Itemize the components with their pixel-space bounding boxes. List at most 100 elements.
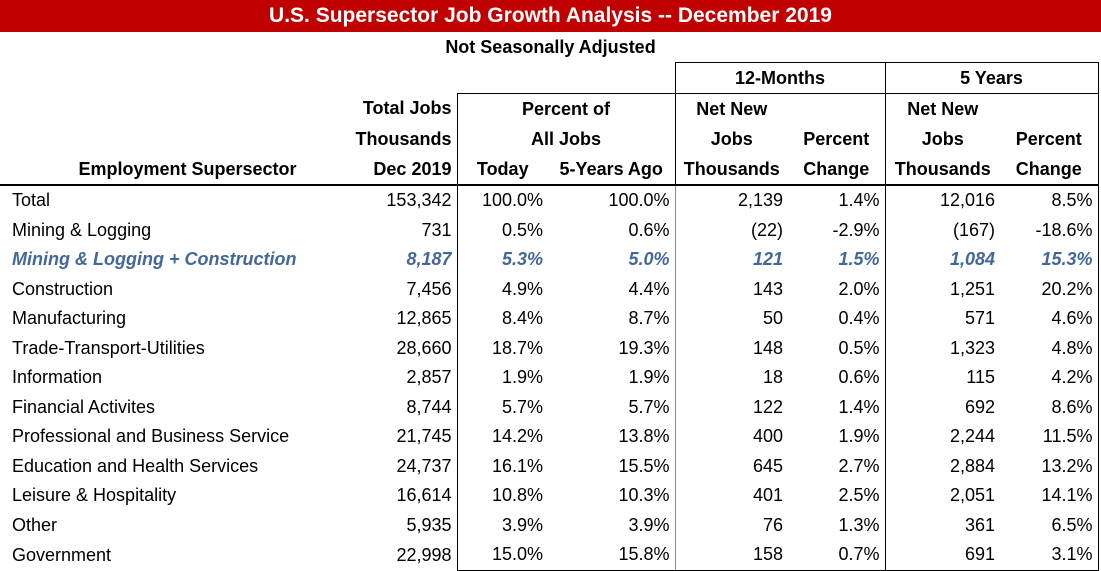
cell-net-new-5y: 571 [884, 304, 1000, 334]
cell-pct-change-12m: 0.7% [788, 540, 885, 571]
cell-supersector: Mining & Logging [12, 219, 152, 240]
cell-pct-change-5y: 3.1% [1000, 540, 1099, 571]
cell-pct-5y-ago: 13.8% [618, 426, 670, 447]
cell-net-new-12m: 400 [674, 422, 788, 452]
cell-net-new-5y: 2,244 [884, 422, 1000, 452]
cell-supersector: Financial Activites [12, 396, 156, 417]
cell-net-new-5y: 115 [884, 363, 1000, 393]
cell-supersector: Mining & Logging + Construction [12, 249, 297, 270]
cell-pct-change-12m: 0.5% [838, 337, 880, 358]
cell-pct-today: 3.9% [456, 510, 548, 540]
cell-pct-5y-ago: 10.3% [618, 485, 670, 506]
cell-pct-change-12m: 1.5% [838, 249, 880, 270]
table-row: Trade-Transport-Utilities 28,660 18.7% 19.3… [0, 333, 1099, 363]
table-row: Total 153,342 100.0% 100.0% 2,139 1.4% 12,016 8… [0, 185, 1099, 216]
cell-total-jobs: 8,744 [406, 396, 452, 417]
cell-net-new-12m: 645 [674, 451, 788, 481]
header-today: Today [456, 154, 548, 186]
cell-total-jobs: 12,865 [396, 308, 452, 329]
header-5-years: 5 Years [884, 62, 1099, 94]
cell-supersector: Total [12, 190, 51, 211]
header-5-years-ago: 5-Years Ago [548, 154, 675, 186]
header-net-new-12m: Net New [674, 93, 788, 124]
cell-pct-change-12m: 2.7% [838, 455, 880, 476]
cell-supersector: Trade-Transport-Utilities [12, 337, 205, 358]
cell-net-new-12m: 122 [674, 392, 788, 422]
cell-pct-5y-ago: 5.0% [628, 249, 670, 270]
cell-pct-change-5y: -18.6% [1000, 215, 1099, 245]
cell-total-jobs: 22,998 [396, 544, 452, 565]
page-title: U.S. Supersector Job Growth Analysis -- … [0, 0, 1101, 32]
cell-pct-change-12m: 2.0% [838, 278, 880, 299]
cell-total-jobs: 28,660 [396, 337, 452, 358]
header-total-jobs-3: Dec 2019 [340, 154, 457, 186]
cell-pct-today: 4.9% [456, 274, 548, 304]
cell-pct-5y-ago: 100.0% [608, 190, 670, 211]
cell-pct-change-12m: -2.9% [832, 219, 880, 240]
cell-net-new-5y: 1,251 [884, 274, 1000, 304]
header-percent-5y: Percent [1000, 124, 1099, 154]
cell-net-new-5y: 2,051 [884, 481, 1000, 511]
cell-pct-today: 18.7% [456, 333, 548, 363]
cell-supersector: Construction [12, 278, 114, 299]
cell-pct-5y-ago: 8.7% [628, 308, 670, 329]
cell-pct-5y-ago: 5.7% [628, 396, 670, 417]
cell-pct-change-5y: 4.6% [1000, 304, 1099, 334]
cell-pct-change-12m: 1.4% [838, 396, 880, 417]
cell-net-new-12m: 143 [674, 274, 788, 304]
cell-pct-today: 10.8% [456, 481, 548, 511]
cell-pct-change-5y: 15.3% [1000, 245, 1099, 275]
cell-pct-change-5y: 4.8% [1000, 333, 1099, 363]
cell-net-new-5y: 1,084 [884, 245, 1000, 275]
cell-supersector: Leisure & Hospitality [12, 485, 177, 506]
cell-pct-5y-ago: 19.3% [618, 337, 670, 358]
header-change-5y: Change [1000, 154, 1099, 186]
cell-total-jobs: 731 [421, 219, 452, 240]
cell-net-new-12m: 158 [674, 540, 788, 571]
cell-net-new-5y: 2,884 [884, 451, 1000, 481]
header-change-12m: Change [788, 154, 885, 186]
cell-pct-change-5y: 8.5% [1000, 185, 1099, 216]
cell-pct-change-12m: 0.6% [838, 367, 880, 388]
cell-pct-today: 16.1% [456, 451, 548, 481]
cell-total-jobs: 8,187 [406, 249, 452, 270]
cell-pct-5y-ago: 4.4% [628, 278, 670, 299]
cell-pct-today: 1.9% [456, 363, 548, 393]
header-percent-12m: Percent [803, 128, 870, 149]
cell-pct-change-5y: 13.2% [1000, 451, 1099, 481]
header-thousands-12m: Thousands [674, 154, 788, 186]
table-row: Other 5,935 3.9% 3.9% 76 1.3% 361 6.5% [0, 510, 1099, 540]
header-thousands-5y: Thousands [884, 154, 1000, 186]
cell-pct-5y-ago: 15.8% [548, 540, 675, 571]
cell-pct-today: 14.2% [456, 422, 548, 452]
cell-pct-today: 8.4% [456, 304, 548, 334]
cell-total-jobs: 24,737 [396, 455, 452, 476]
cell-pct-change-5y: 8.6% [1000, 392, 1099, 422]
cell-pct-5y-ago: 1.9% [628, 367, 670, 388]
cell-net-new-5y: 12,016 [884, 185, 1000, 216]
cell-pct-today: 0.5% [456, 215, 548, 245]
cell-supersector: Government [12, 544, 112, 565]
job-growth-table: 12-Months 5 Years Total Jobs Percent of … [0, 62, 1099, 571]
header-supersector: Employment Supersector [0, 154, 340, 186]
cell-supersector: Other [12, 514, 58, 535]
cell-net-new-12m: 50 [674, 304, 788, 334]
header-percent-of: Percent of [456, 93, 675, 124]
cell-pct-change-5y: 6.5% [1000, 510, 1099, 540]
header-net-new-5y: Net New [884, 93, 1000, 124]
cell-pct-5y-ago: 3.9% [628, 514, 670, 535]
cell-supersector: Professional and Business Service [12, 426, 290, 447]
cell-total-jobs: 153,342 [386, 190, 452, 211]
cell-pct-change-5y: 4.2% [1000, 363, 1099, 393]
cell-pct-change-5y: 14.1% [1000, 481, 1099, 511]
cell-net-new-5y: 692 [884, 392, 1000, 422]
cell-pct-today: 15.0% [456, 540, 548, 571]
cell-net-new-12m: (22) [674, 215, 788, 245]
header-total-jobs-1: Total Jobs [362, 98, 452, 119]
cell-net-new-12m: 401 [674, 481, 788, 511]
cell-net-new-12m: 2,139 [674, 185, 788, 216]
cell-total-jobs: 21,745 [396, 426, 452, 447]
cell-supersector: Education and Health Services [12, 455, 259, 476]
cell-pct-change-5y: 20.2% [1000, 274, 1099, 304]
cell-total-jobs: 2,857 [406, 367, 452, 388]
